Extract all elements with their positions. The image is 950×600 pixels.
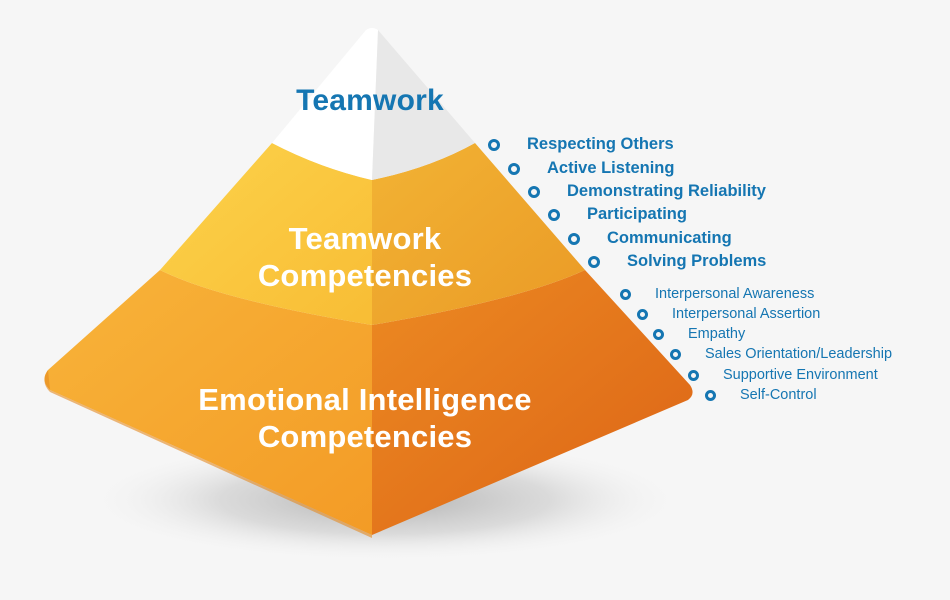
list-item-label: Respecting Others: [527, 135, 674, 153]
list-item: Respecting Others: [488, 135, 674, 154]
bottom-tier-label-line2: Competencies: [257, 419, 473, 455]
list-item: Active Listening: [508, 159, 674, 178]
circle-bullet-icon: [637, 308, 648, 320]
list-item: Communicating: [568, 229, 732, 248]
list-item-label: Supportive Environment: [723, 367, 878, 383]
list-item-label: Sales Orientation/Leadership: [705, 346, 893, 362]
circle-bullet-icon: [488, 138, 500, 151]
circle-bullet-icon: [670, 348, 681, 360]
list-item-label: Interpersonal Assertion: [672, 306, 821, 322]
list-item: Self-Control: [705, 387, 817, 403]
top-tier-right-face: [372, 30, 475, 180]
list-item: Interpersonal Awareness: [620, 286, 814, 302]
list-item-label: Interpersonal Awareness: [655, 286, 815, 302]
circle-bullet-icon: [588, 255, 600, 268]
list-item: Empathy: [653, 326, 745, 342]
list-item: Supportive Environment: [688, 367, 878, 383]
circle-bullet-icon: [688, 369, 699, 381]
middle-tier-left-face: [160, 143, 372, 325]
bottom-tier-left-face: [44, 270, 372, 535]
list-item: Participating: [548, 205, 687, 224]
list-item-label: Communicating: [607, 229, 732, 247]
circle-bullet-icon: [620, 288, 631, 300]
list-item: Interpersonal Assertion: [637, 306, 820, 322]
list-item-label: Self-Control: [740, 387, 817, 403]
list-item-label: Active Listening: [547, 159, 675, 177]
list-item-label: Solving Problems: [627, 252, 767, 270]
list-item-label: Demonstrating Reliability: [567, 182, 766, 200]
top-tier-left-face: [272, 28, 378, 180]
circle-bullet-icon: [548, 208, 560, 221]
circle-bullet-icon: [653, 328, 664, 340]
list-item: Solving Problems: [588, 252, 766, 271]
list-item: Sales Orientation/Leadership: [670, 346, 892, 362]
list-item: Demonstrating Reliability: [528, 182, 766, 201]
middle-tier-label-line1: Teamwork: [288, 221, 442, 256]
circle-bullet-icon: [568, 232, 580, 245]
bottom-tier-label: Emotional Intelligence Competencies: [165, 381, 565, 455]
bottom-tier-label-line1: Emotional Intelligence: [198, 382, 532, 417]
bottom-tier-right-face: [372, 270, 693, 535]
list-item-label: Participating: [587, 205, 687, 223]
list-item-label: Empathy: [688, 326, 746, 342]
circle-bullet-icon: [508, 162, 520, 175]
middle-tier-label: Teamwork Competencies: [215, 220, 515, 294]
middle-tier-label-line2: Competencies: [257, 258, 473, 294]
top-tier-label: Teamwork: [296, 84, 444, 117]
circle-bullet-icon: [528, 185, 540, 198]
middle-tier-right-face: [372, 143, 585, 325]
circle-bullet-icon: [705, 389, 716, 401]
